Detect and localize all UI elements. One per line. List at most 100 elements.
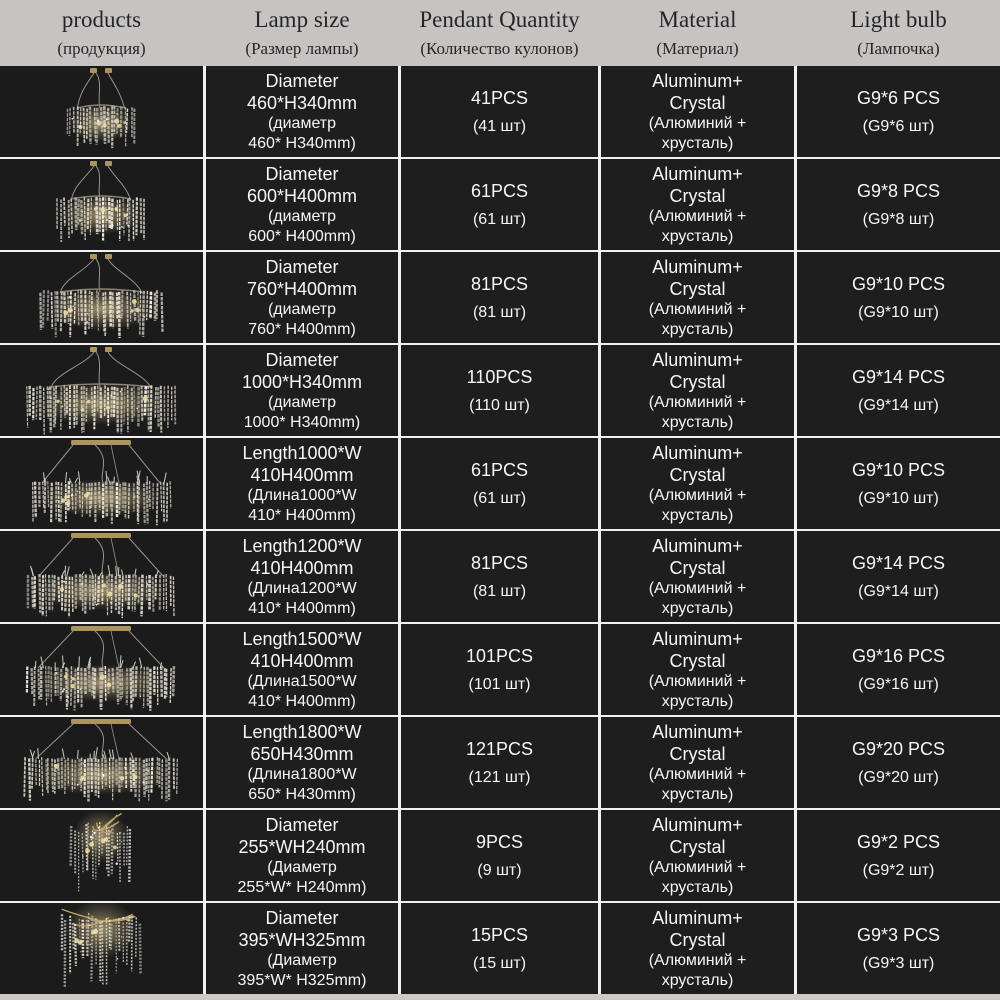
light-bulb-cell: G9*8 PCS (G9*8 шт): [797, 159, 1000, 250]
material-text-ru: (Алюминий + хрусталь): [648, 858, 747, 896]
lamp-size-cell: Diameter 760*H400mm (диаметр 760* H400mm…: [206, 252, 398, 343]
light-bulb-text-ru: (G9*10 шт): [858, 489, 939, 507]
material-text-ru: (Алюминий + хрусталь): [648, 765, 747, 803]
light-bulb-text-en: G9*20 PCS: [851, 738, 946, 759]
light-bulb-cell: G9*6 PCS (G9*6 шт): [797, 66, 1000, 157]
lamp-size-text-ru: (Длина1800*W 650* H430mm): [247, 765, 357, 803]
light-bulb-text-en: G9*3 PCS: [856, 924, 941, 945]
branch-crystal-sconce-photo: [0, 810, 203, 901]
pendant-quantity-cell: 121PCS (121 шт): [401, 717, 598, 808]
light-bulb-text-en: G9*14 PCS: [851, 366, 946, 387]
material-text-en: Aluminum+ Crystal: [652, 163, 743, 206]
light-bulb-text-en: G9*16 PCS: [851, 645, 946, 666]
product-photo: [0, 624, 203, 715]
light-bulb-text-ru: (G9*6 шт): [862, 117, 935, 135]
light-bulb-text-en: G9*14 PCS: [851, 552, 946, 573]
header-lamp-size: Lamp size (Размер лампы): [206, 7, 398, 59]
light-bulb-text-en: G9*8 PCS: [856, 180, 941, 201]
bottom-border: [0, 994, 1000, 1000]
light-bulb-text-en: G9*10 PCS: [851, 459, 946, 480]
light-bulb-text-en: G9*10 PCS: [851, 273, 946, 294]
header-material-ru: (Материал): [656, 39, 739, 58]
product-photo: [0, 531, 203, 622]
linear-crystal-chandelier-photo: [0, 624, 203, 715]
material-cell: Aluminum+ Crystal (Алюминий + хрусталь): [601, 345, 794, 436]
lamp-size-text-en: Diameter 600*H400mm: [246, 163, 358, 206]
pendant-quantity-text-en: 81PCS: [470, 552, 529, 573]
lamp-size-text-en: Diameter 760*H400mm: [246, 256, 358, 299]
material-cell: Aluminum+ Crystal (Алюминий + хрусталь): [601, 66, 794, 157]
lamp-size-text-en: Diameter 395*WH325mm: [238, 907, 366, 950]
light-bulb-text-ru: (G9*3 шт): [862, 954, 935, 972]
pendant-quantity-text-ru: (61 шт): [472, 489, 527, 507]
pendant-quantity-text-en: 61PCS: [470, 459, 529, 480]
material-cell: Aluminum+ Crystal (Алюминий + хрусталь): [601, 438, 794, 529]
header-pendant-quantity-ru: (Количество кулонов): [420, 39, 579, 58]
lamp-size-text-en: Diameter 255*WH240mm: [238, 814, 366, 857]
pendant-quantity-cell: 9PCS (9 шт): [401, 810, 598, 901]
header-pendant-quantity-en: Pendant Quantity: [419, 7, 580, 32]
header-light-bulb-ru: (Лампочка): [857, 39, 940, 58]
pendant-quantity-text-en: 101PCS: [465, 645, 534, 666]
light-bulb-cell: G9*3 PCS (G9*3 шт): [797, 903, 1000, 994]
material-text-ru: (Алюминий + хрусталь): [648, 300, 747, 338]
pendant-quantity-text-ru: (9 шт): [477, 861, 522, 879]
pendant-quantity-cell: 81PCS (81 шт): [401, 531, 598, 622]
light-bulb-cell: G9*14 PCS (G9*14 шт): [797, 531, 1000, 622]
pendant-quantity-text-ru: (110 шт): [469, 396, 530, 414]
lamp-size-text-ru: (диаметр 1000* H340mm): [243, 393, 361, 431]
material-text-ru: (Алюминий + хрусталь): [648, 114, 747, 152]
product-photo: [0, 345, 203, 436]
round-crystal-chandelier-photo: [0, 66, 203, 157]
lamp-size-text-ru: (Длина1200*W 410* H400mm): [247, 579, 357, 617]
material-cell: Aluminum+ Crystal (Алюминий + хрусталь): [601, 159, 794, 250]
round-crystal-chandelier-photo: [0, 159, 203, 250]
lamp-size-cell: Length1200*W 410H400mm (Длина1200*W 410*…: [206, 531, 398, 622]
round-crystal-chandelier-photo: [0, 252, 203, 343]
light-bulb-text-ru: (G9*2 шт): [862, 861, 935, 879]
material-text-en: Aluminum+ Crystal: [652, 349, 743, 392]
material-text-en: Aluminum+ Crystal: [652, 721, 743, 764]
header-material-en: Material: [658, 7, 737, 32]
pendant-quantity-cell: 101PCS (101 шт): [401, 624, 598, 715]
product-photo: [0, 717, 203, 808]
header-products-ru: (продукция): [57, 39, 146, 58]
light-bulb-text-ru: (G9*10 шт): [858, 303, 939, 321]
material-cell: Aluminum+ Crystal (Алюминий + хрусталь): [601, 810, 794, 901]
light-bulb-cell: G9*10 PCS (G9*10 шт): [797, 252, 1000, 343]
header-pendant-quantity: Pendant Quantity (Количество кулонов): [401, 7, 598, 59]
linear-crystal-chandelier-photo: [0, 531, 203, 622]
material-text-en: Aluminum+ Crystal: [652, 535, 743, 578]
material-cell: Aluminum+ Crystal (Алюминий + хрусталь): [601, 624, 794, 715]
pendant-quantity-cell: 110PCS (110 шт): [401, 345, 598, 436]
pendant-quantity-text-en: 110PCS: [466, 366, 533, 387]
light-bulb-text-ru: (G9*8 шт): [862, 210, 935, 228]
product-photo: [0, 438, 203, 529]
material-text-en: Aluminum+ Crystal: [652, 70, 743, 113]
material-cell: Aluminum+ Crystal (Алюминий + хрусталь): [601, 717, 794, 808]
header-products: products (продукция): [0, 7, 203, 59]
lamp-size-cell: Length1000*W 410H400mm (Длина1000*W 410*…: [206, 438, 398, 529]
header-material: Material (Материал): [601, 7, 794, 59]
light-bulb-cell: G9*20 PCS (G9*20 шт): [797, 717, 1000, 808]
table-body: Diameter 460*H340mm (диаметр 460* H340mm…: [0, 66, 1000, 994]
header-lamp-size-ru: (Размер лампы): [245, 39, 359, 58]
light-bulb-cell: G9*10 PCS (G9*10 шт): [797, 438, 1000, 529]
material-text-en: Aluminum+ Crystal: [652, 814, 743, 857]
material-text-en: Aluminum+ Crystal: [652, 442, 743, 485]
header-products-en: products: [61, 7, 142, 32]
lamp-size-text-en: Length1000*W 410H400mm: [242, 442, 362, 485]
pendant-quantity-cell: 41PCS (41 шт): [401, 66, 598, 157]
material-text-en: Aluminum+ Crystal: [652, 628, 743, 671]
lamp-size-cell: Length1500*W 410H400mm (Длина1500*W 410*…: [206, 624, 398, 715]
pendant-quantity-text-ru: (121 шт): [468, 768, 531, 786]
lamp-size-text-ru: (Длина1500*W 410* H400mm): [247, 672, 357, 710]
branch-crystal-sconce-photo: [0, 903, 203, 994]
material-text-en: Aluminum+ Crystal: [652, 907, 743, 950]
lamp-size-text-ru: (Длина1000*W 410* H400mm): [247, 486, 357, 524]
pendant-quantity-cell: 61PCS (61 шт): [401, 438, 598, 529]
light-bulb-text-ru: (G9*14 шт): [858, 396, 939, 414]
linear-crystal-chandelier-photo: [0, 717, 203, 808]
pendant-quantity-text-en: 81PCS: [470, 273, 529, 294]
